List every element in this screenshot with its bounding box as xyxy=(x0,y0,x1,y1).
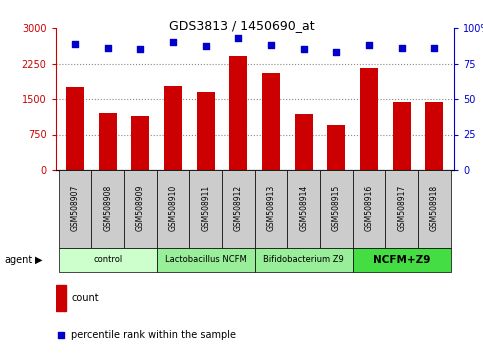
Point xyxy=(169,39,177,45)
Bar xyxy=(164,86,182,170)
Bar xyxy=(91,170,124,248)
Point xyxy=(398,45,406,51)
Bar xyxy=(255,170,287,248)
Text: count: count xyxy=(71,293,99,303)
Text: Lactobacillus NCFM: Lactobacillus NCFM xyxy=(165,256,247,264)
Point xyxy=(267,42,275,48)
Point xyxy=(57,332,65,337)
Bar xyxy=(59,248,157,272)
Point xyxy=(235,35,242,41)
Text: control: control xyxy=(93,256,122,264)
Point xyxy=(300,46,308,52)
Bar xyxy=(197,92,215,170)
Text: GSM508909: GSM508909 xyxy=(136,184,145,230)
Bar xyxy=(255,248,353,272)
Bar xyxy=(157,248,255,272)
Point xyxy=(202,44,210,49)
Text: GSM508907: GSM508907 xyxy=(71,184,80,230)
Bar xyxy=(418,170,451,248)
Bar xyxy=(353,170,385,248)
Text: GSM508910: GSM508910 xyxy=(169,184,178,230)
Text: GSM508913: GSM508913 xyxy=(267,184,276,230)
Point xyxy=(430,45,438,51)
Bar xyxy=(189,170,222,248)
Point xyxy=(137,46,144,52)
Text: GSM508917: GSM508917 xyxy=(397,184,406,230)
Bar xyxy=(124,170,157,248)
Bar xyxy=(131,115,149,170)
Text: GSM508908: GSM508908 xyxy=(103,184,113,230)
Point xyxy=(333,49,341,55)
Text: GSM508918: GSM508918 xyxy=(430,184,439,230)
Bar xyxy=(222,170,255,248)
Bar xyxy=(99,113,117,170)
Bar xyxy=(262,73,280,170)
Bar xyxy=(229,56,247,170)
Bar xyxy=(56,285,66,310)
Point xyxy=(104,45,112,51)
Bar xyxy=(295,114,313,170)
Text: GSM508912: GSM508912 xyxy=(234,184,243,230)
Bar xyxy=(66,87,84,170)
Text: ▶: ▶ xyxy=(35,255,43,265)
Bar xyxy=(320,170,353,248)
Bar xyxy=(59,170,91,248)
Text: GSM508914: GSM508914 xyxy=(299,184,308,230)
Bar xyxy=(360,68,378,170)
Bar xyxy=(157,170,189,248)
Bar xyxy=(327,125,345,170)
Bar xyxy=(426,102,443,170)
Text: percentile rank within the sample: percentile rank within the sample xyxy=(71,330,237,339)
Text: Bifidobacterium Z9: Bifidobacterium Z9 xyxy=(263,256,344,264)
Text: agent: agent xyxy=(5,255,33,265)
Bar xyxy=(393,102,411,170)
Bar xyxy=(353,248,451,272)
Text: GSM508915: GSM508915 xyxy=(332,184,341,230)
Bar xyxy=(287,170,320,248)
Point xyxy=(365,42,373,48)
Bar xyxy=(385,170,418,248)
Text: GSM508911: GSM508911 xyxy=(201,184,210,230)
Text: NCFM+Z9: NCFM+Z9 xyxy=(373,255,430,265)
Text: GSM508916: GSM508916 xyxy=(365,184,373,230)
Point xyxy=(71,41,79,46)
Text: GDS3813 / 1450690_at: GDS3813 / 1450690_at xyxy=(169,18,314,32)
